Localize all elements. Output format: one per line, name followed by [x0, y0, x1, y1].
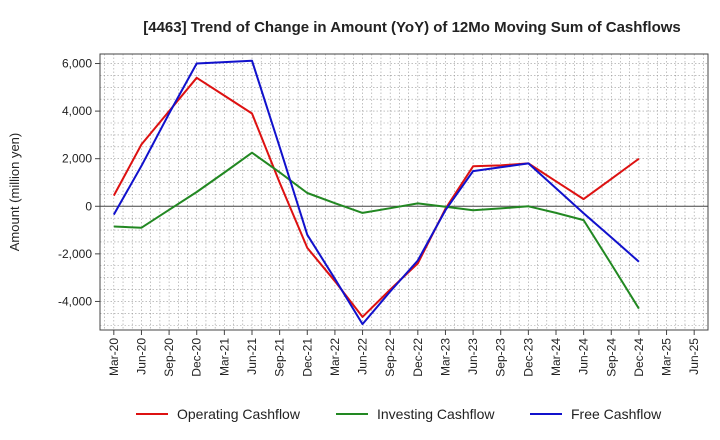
legend-item-investing: Investing Cashflow [336, 406, 495, 422]
x-tick-label: Sep-23 [494, 338, 508, 377]
series-line-free [112, 59, 640, 326]
x-tick-label: Mar-25 [660, 338, 674, 376]
x-tick-label: Dec-21 [300, 338, 314, 377]
legend-item-operating: Operating Cashflow [136, 406, 301, 422]
y-tick-label: -2,000 [58, 247, 92, 261]
series-lines [112, 59, 640, 326]
y-tick-label: 0 [85, 199, 92, 213]
y-tick-label: 2,000 [62, 152, 92, 166]
x-tick-label: Dec-22 [411, 338, 425, 377]
x-tick-label: Mar-22 [328, 338, 342, 376]
legend-label-operating: Operating Cashflow [177, 406, 301, 422]
chart-title: [4463] Trend of Change in Amount (YoY) o… [143, 19, 681, 36]
x-tick-label: Sep-22 [383, 338, 397, 377]
legend-label-investing: Investing Cashflow [377, 406, 495, 422]
x-tick-label: Jun-25 [687, 338, 701, 375]
y-tick-label: 6,000 [62, 57, 92, 71]
y-tick-label: -4,000 [58, 294, 92, 308]
x-tick-label: Mar-20 [107, 338, 121, 376]
legend-label-free: Free Cashflow [571, 406, 662, 422]
x-tick-label: Mar-21 [217, 338, 231, 376]
x-tick-label: Sep-20 [162, 338, 176, 377]
x-tick-label: Mar-24 [549, 338, 563, 376]
legend-item-free: Free Cashflow [530, 406, 662, 422]
x-tick-label: Jun-23 [466, 338, 480, 375]
x-tick-label: Dec-20 [190, 338, 204, 377]
x-tick-label: Sep-24 [604, 338, 618, 377]
x-tick-label: Dec-23 [521, 338, 535, 377]
x-tick-label: Jun-22 [356, 338, 370, 375]
y-axis-ticks: -4,000 -2,000 0 2,000 4,000 6,000 [58, 57, 100, 308]
x-tick-label: Jun-20 [134, 338, 148, 375]
y-tick-label: 4,000 [62, 104, 92, 118]
x-tick-label: Dec-24 [632, 338, 646, 377]
series-line-operating [112, 76, 640, 318]
y-axis-label: Amount (million yen) [7, 133, 22, 252]
plot-area-frame [99, 53, 709, 331]
x-tick-label: Mar-23 [438, 338, 452, 376]
x-axis-ticks: Mar-20 Jun-20 Sep-20 Dec-20 Mar-21 Jun-21 Sep-… [107, 330, 701, 377]
x-tick-label: Sep-21 [273, 338, 287, 377]
grid-lines [100, 54, 708, 330]
x-tick-label: Jun-24 [577, 338, 591, 375]
legend: Operating Cashflow Investing Cashflow Fr… [136, 406, 662, 422]
x-tick-label: Jun-21 [245, 338, 259, 375]
series-line-investing [113, 151, 640, 310]
